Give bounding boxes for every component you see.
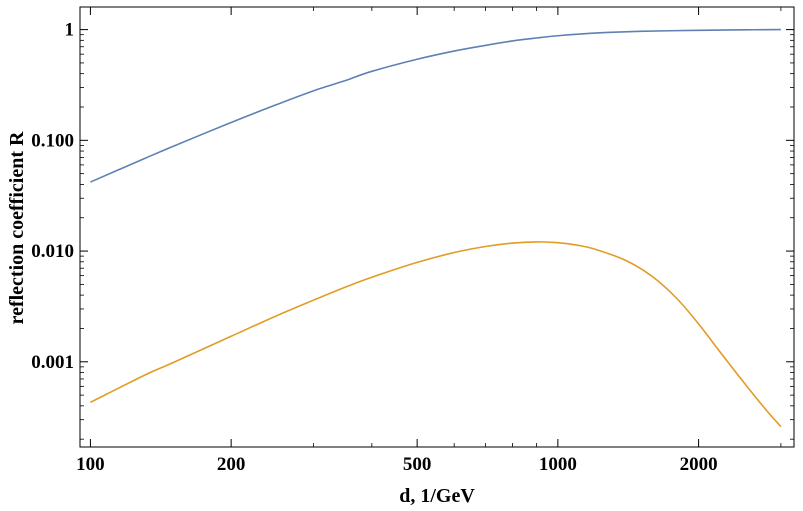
y-tick-label: 0.010: [31, 241, 74, 262]
x-tick-label: 100: [76, 454, 105, 475]
y-tick-label: 0.100: [31, 130, 74, 151]
y-tick-label: 1: [65, 20, 75, 41]
y-tick-label: 0.001: [31, 352, 74, 373]
data-series: [90, 28, 782, 428]
x-tick-label: 200: [217, 454, 246, 475]
plot-frame: [79, 6, 795, 448]
y-axis-title: reflection coefficient R: [6, 131, 28, 324]
minor-ticks: [80, 7, 794, 447]
y-axis-ticks: 0.001 0.010 0.100 1: [31, 20, 794, 373]
series-line-upper: [90, 28, 781, 183]
x-axis-title: d, 1/GeV: [399, 485, 475, 507]
x-tick-label: 2000: [680, 454, 718, 475]
series-line-lower: [90, 241, 782, 428]
x-axis-ticks: 100 200 500 1000 2000: [76, 7, 718, 475]
x-tick-label: 500: [403, 454, 432, 475]
x-tick-label: 1000: [539, 454, 577, 475]
